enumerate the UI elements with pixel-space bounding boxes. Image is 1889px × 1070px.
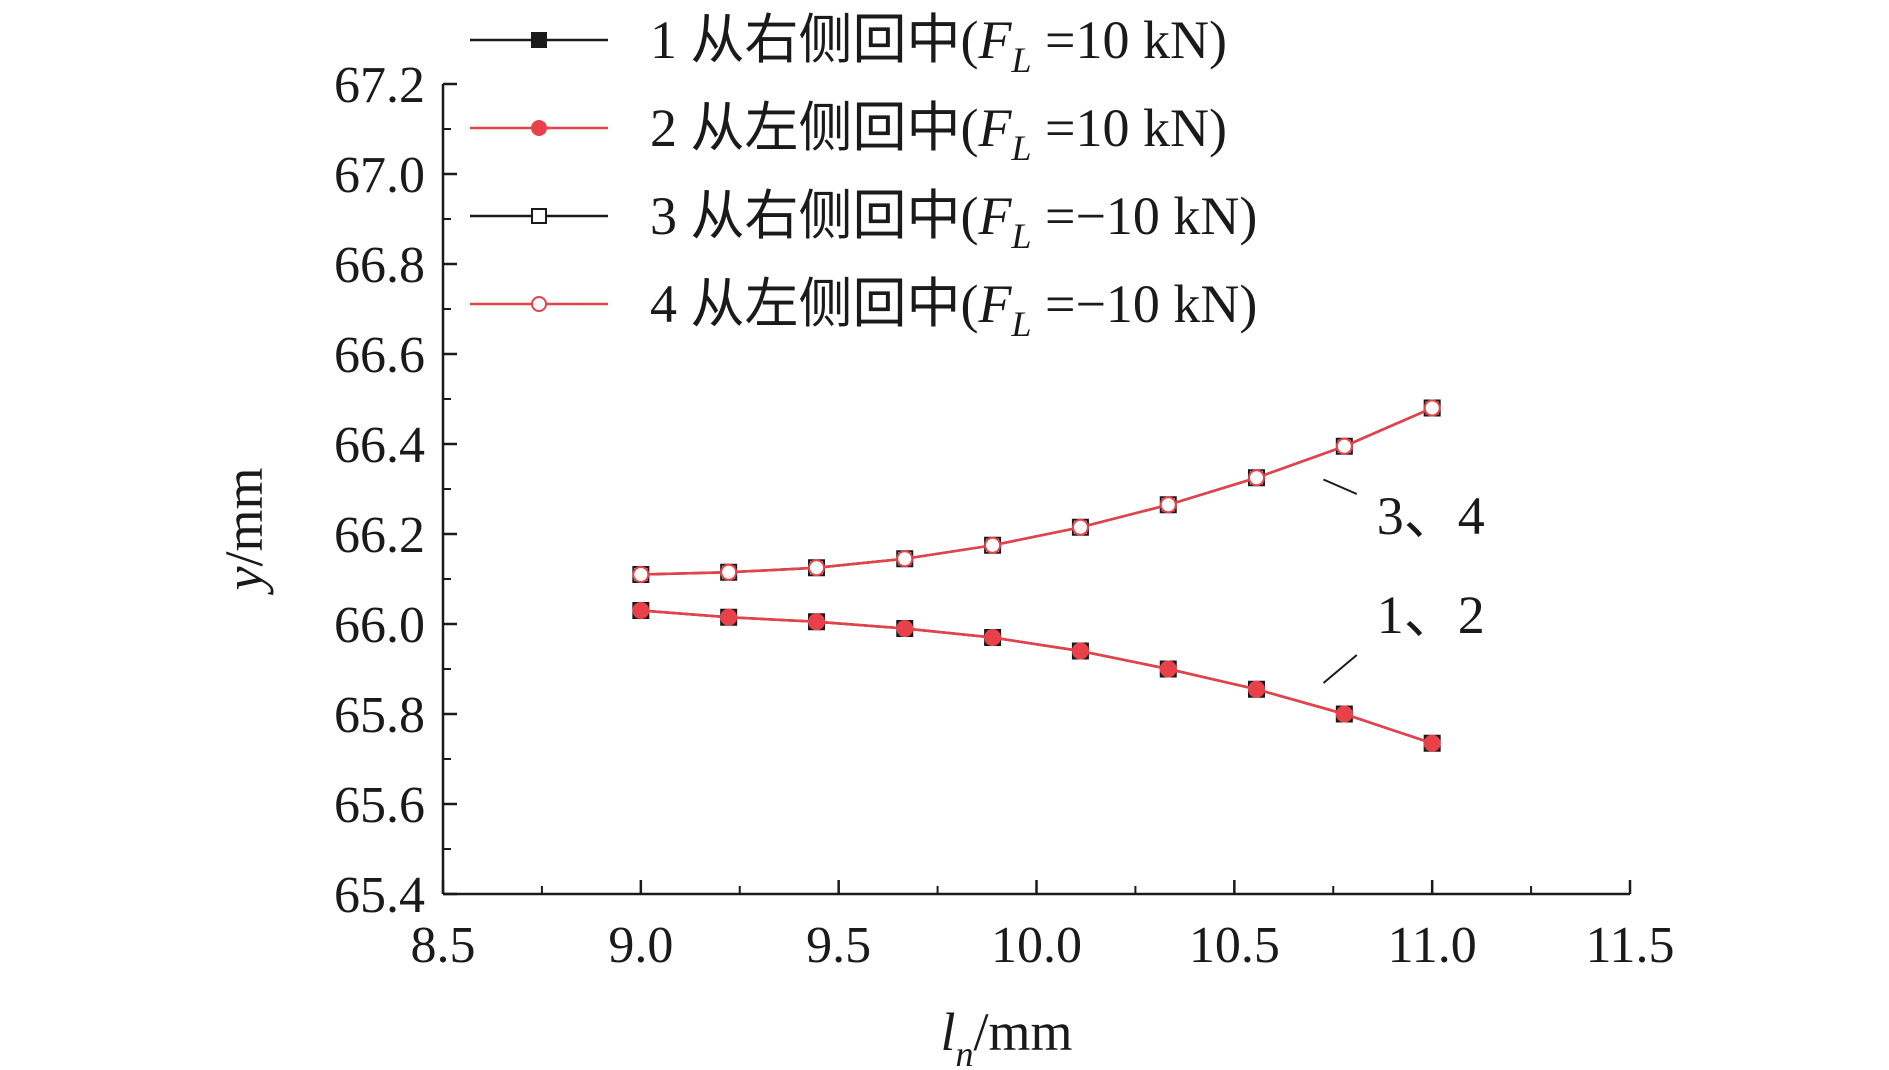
series-line-s1 xyxy=(640,609,1433,745)
series-line-s3 xyxy=(640,406,1433,576)
legend-label-prefix: 3 从右侧回中( xyxy=(650,186,978,246)
legend-marker xyxy=(531,120,547,136)
legend-label-prefix: 2 从左侧回中( xyxy=(650,98,978,158)
data-point xyxy=(1159,496,1177,514)
legend-label-suffix: =10 kN) xyxy=(1032,98,1227,158)
legend-label-sub: L xyxy=(1010,40,1031,80)
axis-titles: ln/mmy/mm xyxy=(214,468,1073,1070)
legend-item-s3: 3 从右侧回中(FL =−10 kN) xyxy=(470,186,1257,256)
legend-item-s1: 1 从右侧回中(FL =10 kN) xyxy=(470,10,1227,80)
data-point xyxy=(1335,705,1353,723)
legend-marker xyxy=(531,296,547,312)
legend-label: 3 从右侧回中(FL =−10 kN) xyxy=(650,186,1257,256)
legend-label: 4 从左侧回中(FL =−10 kN) xyxy=(650,274,1257,344)
data-point xyxy=(720,608,738,626)
annotation-1: 3、4 xyxy=(1323,478,1485,546)
y-tick-label: 66.0 xyxy=(334,597,425,654)
legend-label-prefix: 1 从右侧回中( xyxy=(650,10,978,70)
x-tick-label: 10.0 xyxy=(991,917,1082,974)
data-point xyxy=(1247,680,1265,698)
tick-marks: 8.5 9.0 9.5 10.0 10.5 11.0 11.5 65.4 65.6 65.8 66.… xyxy=(334,57,1675,974)
x-tick-label: 9.0 xyxy=(608,917,673,974)
data-point xyxy=(1071,642,1089,660)
annotation-leader xyxy=(1323,478,1358,495)
legend-label-suffix: =−10 kN) xyxy=(1032,186,1258,246)
annotation-label: 1、2 xyxy=(1377,585,1485,645)
data-point xyxy=(1335,437,1353,455)
annotation-label: 3、4 xyxy=(1377,486,1485,546)
series-s4 xyxy=(632,399,1441,583)
x-tick-label: 11.5 xyxy=(1585,917,1674,974)
series-s2 xyxy=(632,602,1441,752)
y-axis-title-var: y xyxy=(214,566,274,595)
data-point xyxy=(808,559,826,577)
legend-label-sub: L xyxy=(1010,216,1031,256)
legend-label-prefix: 4 从左侧回中( xyxy=(650,274,978,334)
x-tick-label: 9.5 xyxy=(806,917,871,974)
x-axis-title: ln/mm xyxy=(940,1002,1072,1070)
legend-item-s4: 4 从左侧回中(FL =−10 kN) xyxy=(470,274,1257,344)
legend-label-var: F xyxy=(977,98,1012,158)
annotation-leader xyxy=(1322,654,1358,684)
legend-label: 1 从右侧回中(FL =10 kN) xyxy=(650,10,1227,80)
legend-item-s2: 2 从左侧回中(FL =10 kN) xyxy=(470,98,1227,168)
legend-label: 2 从左侧回中(FL =10 kN) xyxy=(650,98,1227,168)
y-tick-label: 66.6 xyxy=(334,327,425,384)
legend-label-suffix: =−10 kN) xyxy=(1032,274,1258,334)
annotations: 3、4 1、2 xyxy=(1322,478,1485,684)
data-point xyxy=(1423,399,1441,417)
y-tick-label: 65.8 xyxy=(334,687,425,744)
data-point xyxy=(1423,734,1441,752)
x-tick-label: 11.0 xyxy=(1388,917,1477,974)
y-tick-label: 66.2 xyxy=(334,507,425,564)
data-point xyxy=(1247,469,1265,487)
legend-label-suffix: =10 kN) xyxy=(1032,10,1227,70)
legend-label-var: F xyxy=(977,10,1012,70)
series-group xyxy=(632,399,1441,752)
x-tick-label: 10.5 xyxy=(1189,917,1280,974)
data-point xyxy=(1159,660,1177,678)
series-s1 xyxy=(632,602,1441,752)
y-tick-label: 65.6 xyxy=(334,777,425,834)
x-axis-title-var: l xyxy=(940,1002,955,1062)
data-point xyxy=(896,550,914,568)
legend-marker xyxy=(531,32,547,48)
data-point xyxy=(984,629,1002,646)
data-point xyxy=(720,563,738,581)
x-tick-label: 8.5 xyxy=(411,917,476,974)
x-axis-title-unit: /mm xyxy=(974,1002,1073,1062)
data-point xyxy=(896,620,914,637)
y-tick-label: 66.4 xyxy=(334,417,425,474)
data-point xyxy=(632,566,650,583)
y-tick-label: 66.8 xyxy=(334,237,425,294)
legend: 1 从右侧回中(FL =10 kN)2 从左侧回中(FL =10 kN)3 从右… xyxy=(470,10,1257,344)
series-line-s2 xyxy=(640,609,1433,745)
y-axis-title-unit: /mm xyxy=(214,468,274,567)
data-point xyxy=(1071,518,1089,536)
legend-label-sub: L xyxy=(1010,304,1031,344)
data-point xyxy=(984,536,1002,554)
data-point xyxy=(632,602,650,619)
y-tick-label: 65.4 xyxy=(334,867,425,924)
legend-marker xyxy=(531,208,547,224)
x-axis-title-sub: n xyxy=(956,1034,974,1070)
y-axis-title: y/mm xyxy=(214,468,274,596)
legend-label-var: F xyxy=(977,186,1012,246)
series-s3 xyxy=(632,399,1441,583)
legend-label-sub: L xyxy=(1010,128,1031,168)
y-tick-label: 67.2 xyxy=(334,57,425,114)
annotation-2: 1、2 xyxy=(1322,585,1485,684)
legend-label-var: F xyxy=(977,274,1012,334)
data-point xyxy=(808,613,826,631)
series-line-s4 xyxy=(640,406,1433,576)
y-tick-label: 67.0 xyxy=(334,147,425,204)
